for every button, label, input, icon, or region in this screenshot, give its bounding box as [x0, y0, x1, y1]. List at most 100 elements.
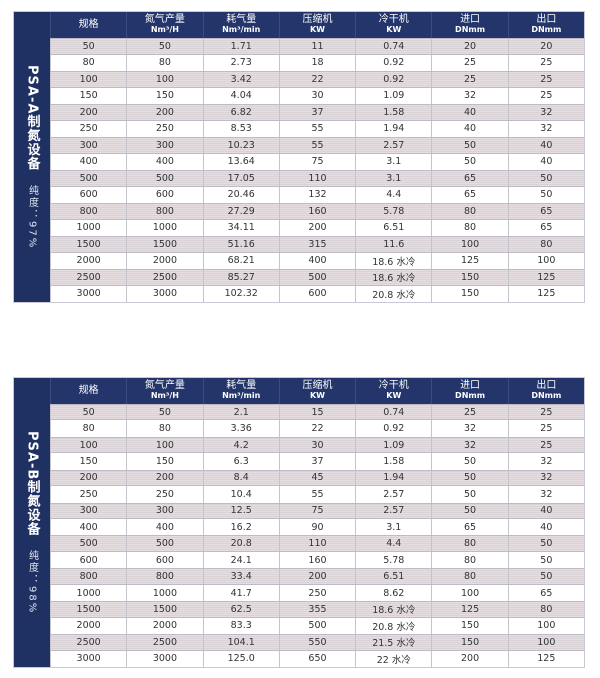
table-cell: 400: [126, 153, 202, 170]
table-cell: 0.92: [355, 420, 431, 437]
column-unit: KW: [309, 25, 325, 34]
column-header: 规格: [50, 12, 126, 38]
table-cell: 50: [431, 486, 507, 503]
table-row: 600 600 24.1 160 5.78 80 50: [50, 551, 584, 569]
table-cell: 1500: [50, 237, 126, 252]
table-cell: 25: [507, 437, 584, 453]
table-cell: 65: [431, 186, 507, 203]
table-cell: 25: [431, 72, 507, 87]
table-cell: 150: [431, 285, 507, 302]
column-header: 氮气产量 Nm³/H: [126, 378, 202, 404]
table-cell: 100: [507, 617, 584, 635]
table-cell: 4.04: [202, 87, 279, 104]
table-cell: 50: [507, 186, 584, 203]
table-row: 250 250 8.53 55 1.94 40 32: [50, 120, 584, 137]
column-label: 进口: [460, 14, 481, 25]
table-cell: 55: [278, 120, 355, 137]
column-label: 冷干机: [378, 379, 409, 391]
table-cell: 6.51: [355, 219, 431, 236]
table-cell: 150: [431, 270, 507, 285]
column-label: 出口: [536, 14, 557, 25]
table-cell: 400: [126, 519, 202, 536]
table-cell: 75: [278, 503, 355, 519]
table-row: 3000 3000 102.32 600 20.8 水冷 150 125: [50, 285, 584, 302]
table-cell: 400: [50, 153, 126, 170]
table-cell: 34.11: [202, 219, 279, 236]
table-cell: 600: [50, 551, 126, 569]
table-cell: 32: [507, 486, 584, 503]
column-label: 压缩机: [302, 14, 333, 25]
table-cell: 4.4: [355, 536, 431, 551]
table-cell: 65: [507, 219, 584, 236]
table-cell: 160: [278, 551, 355, 569]
table-cell: 25: [507, 54, 584, 71]
table-cell: 2500: [50, 635, 126, 650]
table-cell: 17.05: [202, 171, 279, 186]
table-cell: 50: [431, 470, 507, 486]
table-cell: 600: [126, 551, 202, 569]
table-cell: 1.94: [355, 120, 431, 137]
table-row: 50 50 1.71 11 0.74 20 20: [50, 38, 584, 55]
table-cell: 65: [431, 171, 507, 186]
column-unit: Nm³/min: [222, 25, 261, 34]
table-cell: 22 水冷: [355, 650, 431, 668]
column-header: 耗气量 Nm³/min: [202, 12, 279, 38]
table-cell: 80: [431, 219, 507, 236]
table-cell: 150: [431, 635, 507, 650]
table-cell: 2.57: [355, 486, 431, 503]
table-side-label: PSA-B制氮设备 纯度：98%: [14, 378, 50, 667]
column-label: 冷干机: [378, 14, 409, 25]
table-cell: 4.4: [355, 186, 431, 203]
table-cell: 250: [126, 486, 202, 503]
table-cell: 4.2: [202, 437, 279, 453]
table-cell: 150: [126, 87, 202, 104]
table-cell: 100: [50, 72, 126, 87]
table-cell: 51.16: [202, 237, 279, 252]
table-cell: 650: [278, 650, 355, 668]
table-cell: 85.27: [202, 270, 279, 285]
column-label: 耗气量: [226, 379, 257, 391]
table-cell: 40: [431, 120, 507, 137]
psa-b-spec-table: PSA-B制氮设备 纯度：98% 规格 氮气产量 Nm³/H 耗气量 Nm³/min 压缩机 K…: [14, 378, 584, 668]
table-cell: 75: [278, 153, 355, 170]
column-header: 压缩机 KW: [278, 378, 355, 404]
table-cell: 125: [507, 270, 584, 285]
table-cell: 2.57: [355, 503, 431, 519]
table-cell: 50: [126, 404, 202, 420]
table-cell: 65: [507, 204, 584, 219]
column-unit: Nm³/min: [222, 390, 261, 400]
table-cell: 3000: [50, 285, 126, 302]
column-unit: DNmm: [455, 25, 486, 34]
table-cell: 1000: [50, 219, 126, 236]
table-cell: 200: [50, 105, 126, 120]
table-cell: 80: [431, 536, 507, 551]
table-cell: 8.62: [355, 584, 431, 602]
table-cell: 8.53: [202, 120, 279, 137]
table-cell: 62.5: [202, 602, 279, 617]
table-cell: 800: [126, 569, 202, 584]
table-cell: 50: [507, 569, 584, 584]
table-cell: 300: [50, 138, 126, 153]
table-cell: 1.58: [355, 105, 431, 120]
column-label: 氮气产量: [144, 14, 185, 25]
table-cell: 25: [507, 404, 584, 420]
table-cell: 3.1: [355, 519, 431, 536]
table-cell: 3000: [126, 285, 202, 302]
table-cell: 25: [507, 420, 584, 437]
table-cell: 50: [507, 536, 584, 551]
column-header: 氮气产量 Nm³/H: [126, 12, 202, 38]
table-cell: 32: [507, 453, 584, 470]
table-cell: 50: [431, 153, 507, 170]
table-cell: 600: [50, 186, 126, 203]
table-cell: 22: [278, 420, 355, 437]
column-label: 规格: [78, 19, 99, 30]
table-cell: 20: [507, 39, 584, 54]
column-unit: KW: [309, 390, 325, 400]
table-row: 50 50 2.1 15 0.74 25 25: [50, 403, 584, 421]
table-cell: 1000: [126, 584, 202, 602]
table-cell: 20.8: [202, 536, 279, 551]
table-cell: 1000: [126, 219, 202, 236]
table-row: 2000 2000 83.3 500 20.8 水冷 150 100: [50, 617, 584, 635]
table-cell: 21.5 水冷: [355, 635, 431, 650]
table-cell: 125: [431, 252, 507, 269]
